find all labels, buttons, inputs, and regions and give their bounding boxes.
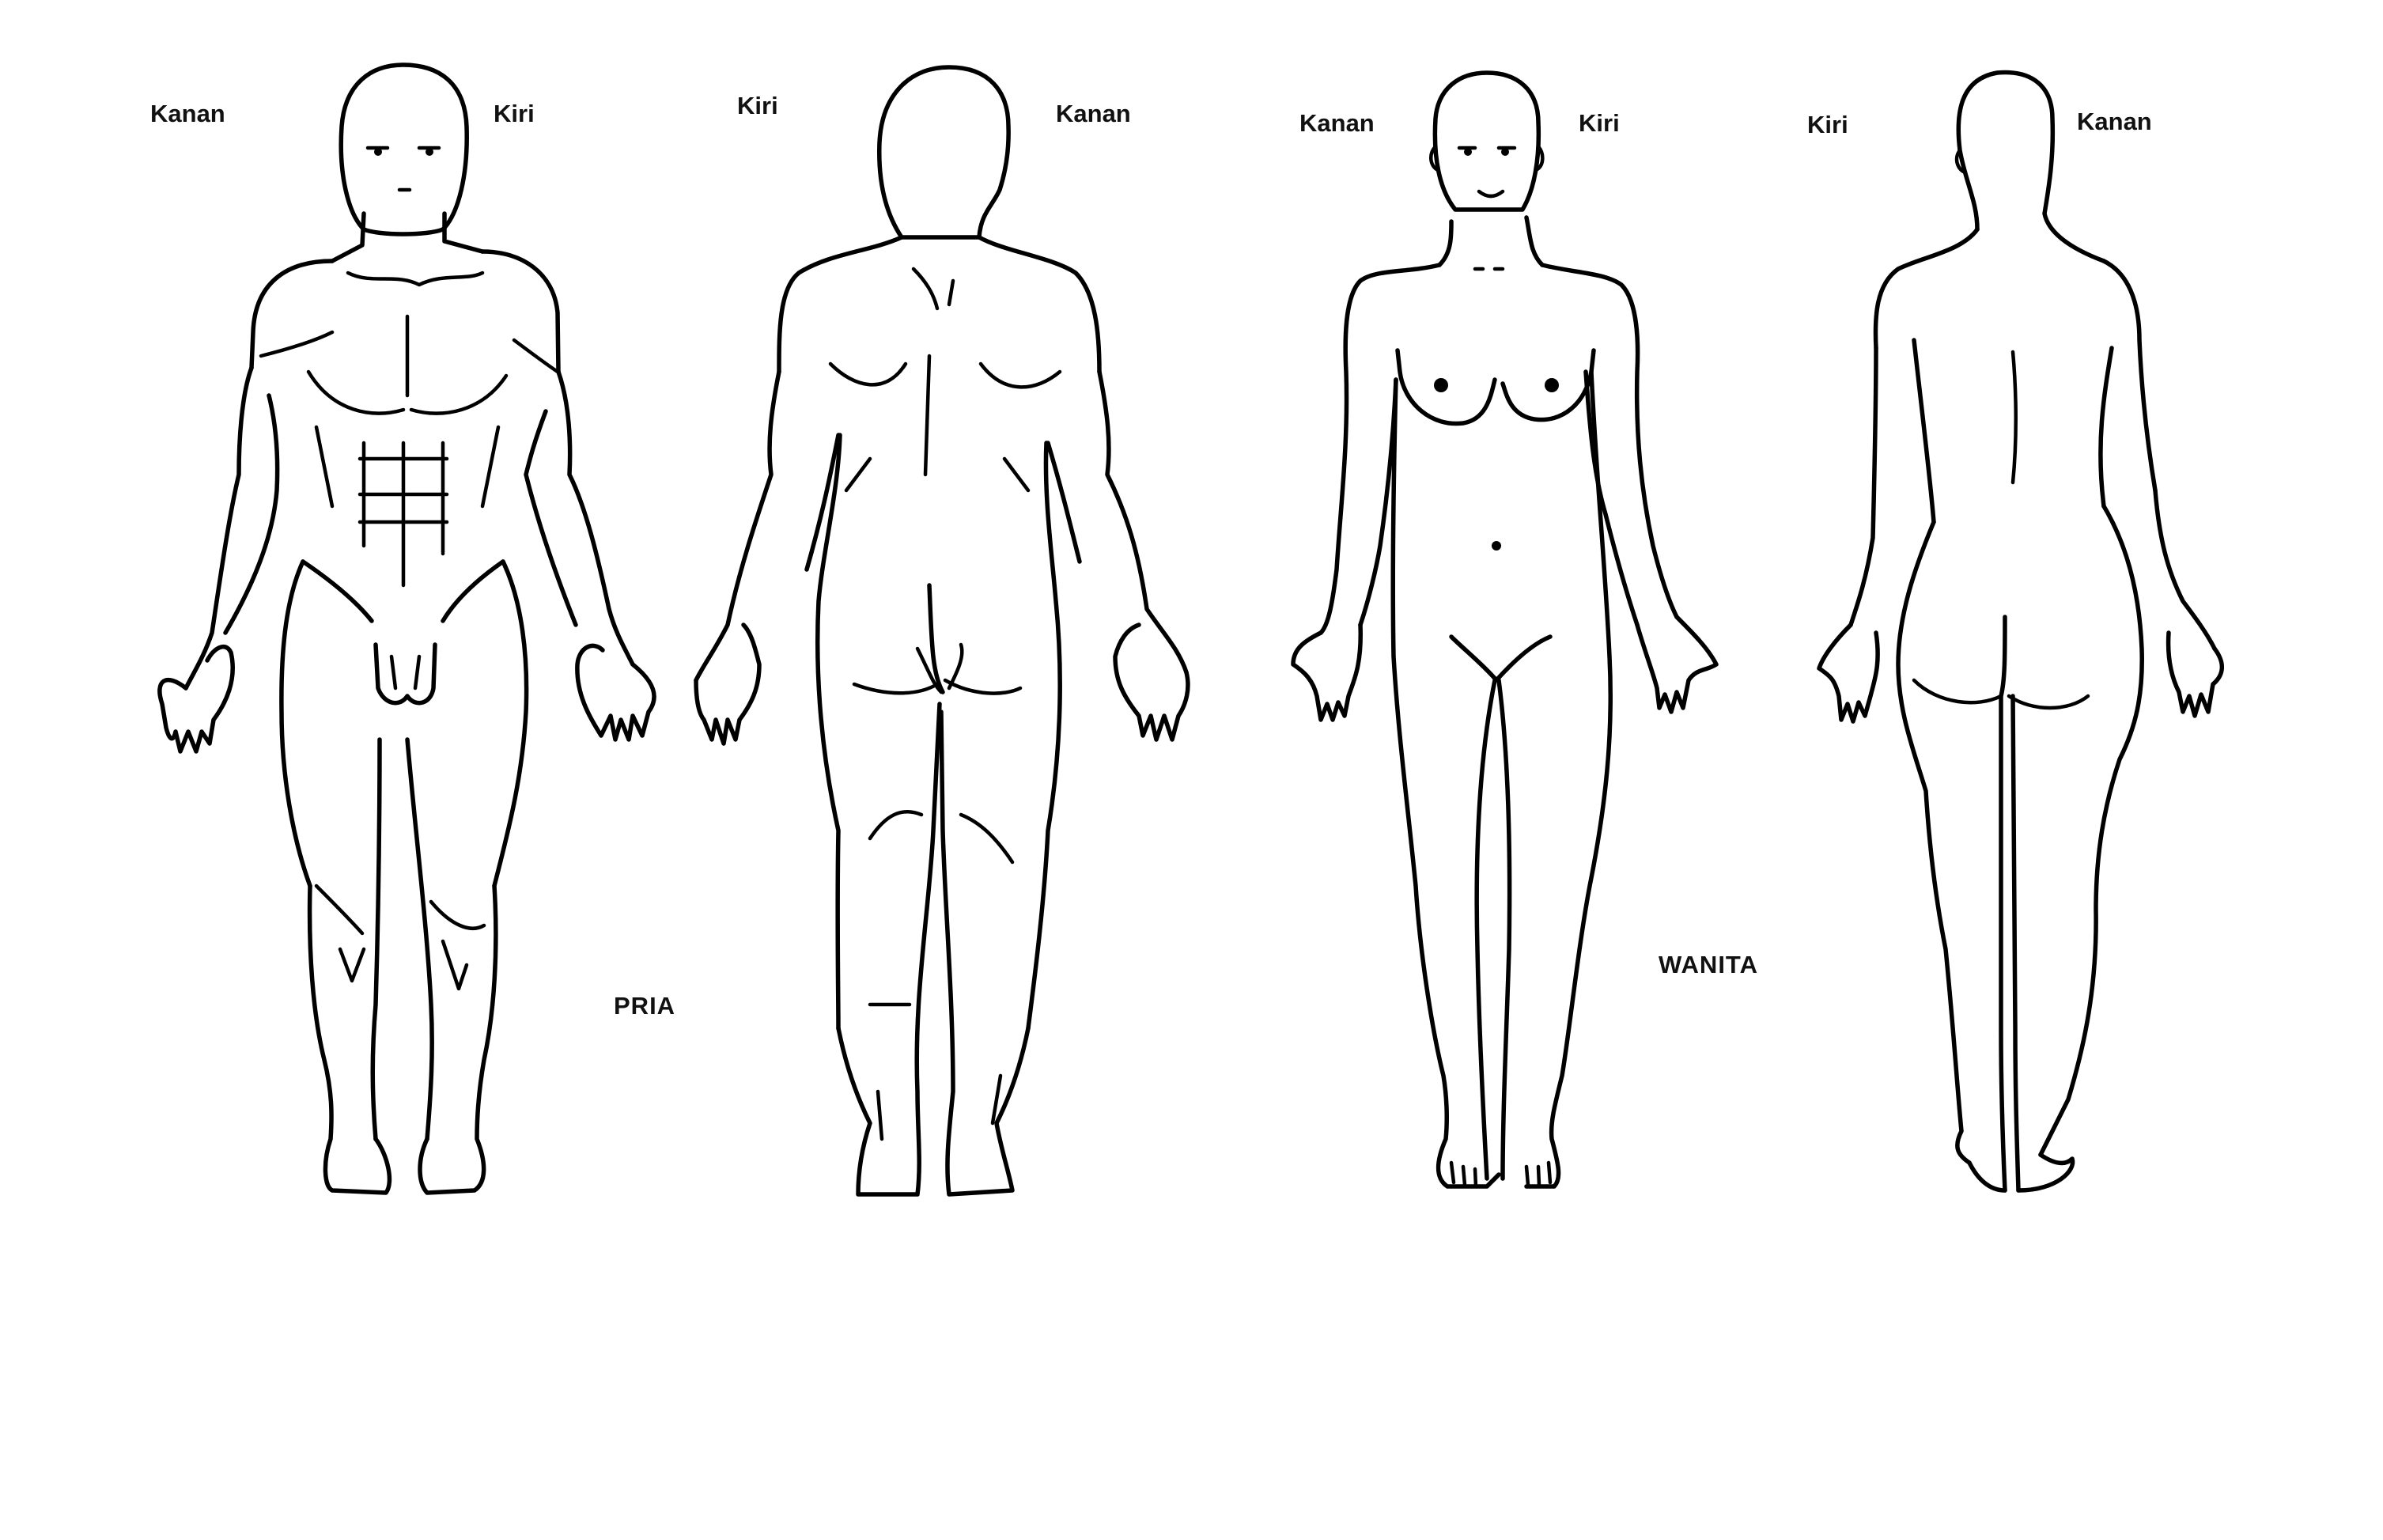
- male-caption: PRIA: [614, 992, 675, 1020]
- female-caption: WANITA: [1659, 951, 1758, 978]
- female-back-figure: [1817, 70, 2224, 1193]
- male-back-left-label: Kiri: [737, 92, 778, 119]
- female-front-left-label: Kiri: [1579, 109, 1620, 137]
- male-front-figure: [157, 62, 656, 1195]
- male-back-figure: [694, 65, 1190, 1197]
- female-back-left-label: Kiri: [1807, 111, 1848, 138]
- male-front-left-label: Kiri: [494, 100, 535, 127]
- male-back-right-label: Kanan: [1056, 100, 1131, 127]
- female-front-figure: [1291, 70, 1719, 1189]
- male-front-right-label: Kanan: [150, 100, 225, 127]
- female-back-right-label: Kanan: [2077, 108, 2152, 135]
- female-front-right-label: Kanan: [1299, 109, 1375, 137]
